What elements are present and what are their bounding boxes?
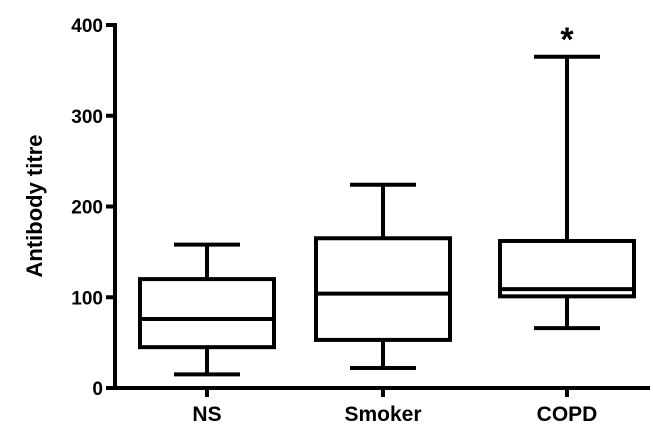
iqr-box xyxy=(138,277,276,350)
annotations: * xyxy=(560,21,574,59)
y-ticks: 0 100 200 300 400 xyxy=(71,16,115,400)
boxes xyxy=(138,54,636,377)
y-tick-label: 300 xyxy=(71,107,103,128)
x-category-label: COPD xyxy=(537,403,598,426)
x-ticks: NS Smoker COPD xyxy=(192,388,597,426)
y-tick-label: 400 xyxy=(71,16,103,37)
significance-asterisk: * xyxy=(560,21,574,59)
x-category-label: Smoker xyxy=(344,403,421,426)
box-smoker xyxy=(314,182,452,371)
y-tick-label: 200 xyxy=(71,198,103,219)
box-copd xyxy=(498,54,636,331)
y-tick-label: 0 xyxy=(92,379,103,400)
x-category-label: NS xyxy=(192,403,221,426)
y-axis-title: Antibody titre xyxy=(22,135,47,278)
iqr-box xyxy=(314,236,452,342)
box-ns xyxy=(138,242,276,377)
y-tick-label: 100 xyxy=(71,288,103,309)
